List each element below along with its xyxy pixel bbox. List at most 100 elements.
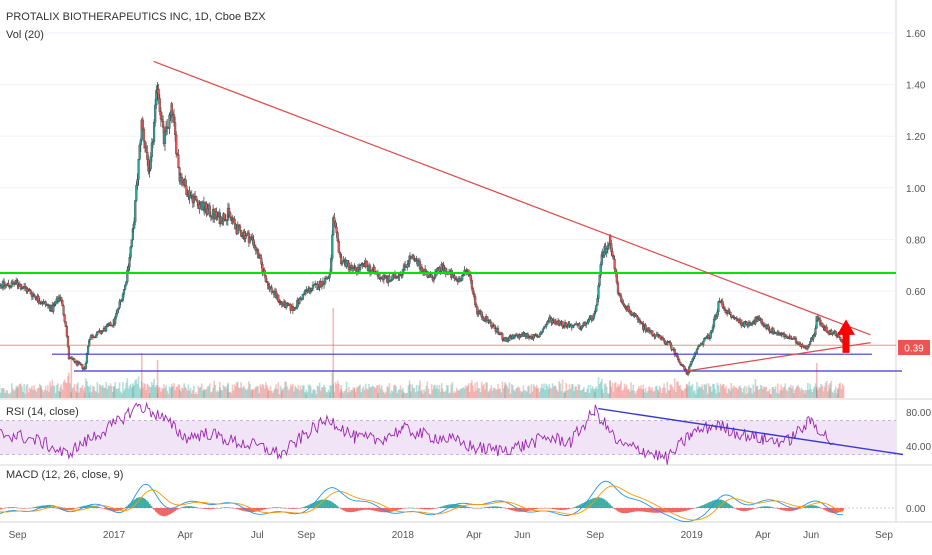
candle-body <box>768 326 770 329</box>
candle-body <box>562 321 564 327</box>
candle-body <box>143 129 145 141</box>
candle-body <box>145 148 147 153</box>
candle-body <box>144 141 146 147</box>
candle-body <box>158 89 160 98</box>
candle-body <box>439 267 441 271</box>
candle-body <box>246 234 248 236</box>
candle-body <box>684 366 686 370</box>
candle-body <box>579 324 581 329</box>
candle-body <box>841 340 843 342</box>
candle-body <box>497 328 499 332</box>
candle-body <box>489 321 491 322</box>
rsi-legend: RSI (14, close) <box>6 406 79 418</box>
candle-body <box>582 325 584 327</box>
candle-body <box>471 280 473 288</box>
candle-body <box>421 267 423 271</box>
candle-body <box>209 206 211 216</box>
time-tick-label: Apr <box>177 530 193 541</box>
candle-body <box>178 155 180 168</box>
candle-body <box>135 185 137 200</box>
candle-body <box>336 227 338 233</box>
candle-body <box>24 286 26 288</box>
candle-body <box>254 246 256 248</box>
candle-body <box>30 291 32 294</box>
candle-body <box>404 265 406 267</box>
candle-body <box>718 302 720 312</box>
candle-body <box>708 335 710 338</box>
candle-body <box>181 177 183 183</box>
candle-body <box>431 275 433 278</box>
candle-body <box>54 304 56 305</box>
candle-body <box>131 240 133 247</box>
candle-body <box>142 120 144 129</box>
macd-histogram-bar <box>123 508 125 509</box>
macd-histogram-bar <box>150 506 152 508</box>
candle-body <box>38 296 40 301</box>
candle-body <box>599 275 601 286</box>
candle-body <box>116 310 118 314</box>
price-tick-label: 1.60 <box>906 29 926 40</box>
candle-body <box>240 230 242 236</box>
candle-body <box>128 267 130 270</box>
candle-body <box>677 357 679 360</box>
time-tick-label: Jun <box>514 530 530 541</box>
candle-body <box>687 373 689 375</box>
candle-body <box>68 347 70 359</box>
price-badge-text: 0.39 <box>904 344 924 355</box>
candle-body <box>45 302 47 305</box>
candle-body <box>648 328 650 331</box>
candle-body <box>433 278 435 280</box>
time-tick-label: Jul <box>251 530 264 541</box>
candle-body <box>330 258 332 272</box>
candle-body <box>839 337 841 339</box>
candle-body <box>730 312 732 315</box>
candle-body <box>184 179 186 186</box>
candle-body <box>514 336 516 337</box>
candle-body <box>237 225 239 234</box>
candle-body <box>593 314 595 319</box>
candle-body <box>207 209 209 214</box>
candle-body <box>105 326 107 331</box>
candle-body <box>277 295 279 302</box>
time-tick-label: 2017 <box>103 530 126 541</box>
macd-legend: MACD (12, 26, close, 9) <box>6 469 123 481</box>
candle-body <box>815 328 817 334</box>
candle-body <box>630 311 632 314</box>
candle-body <box>339 252 341 254</box>
candle-body <box>193 198 195 203</box>
candle-body <box>669 342 671 345</box>
candle-body <box>809 342 811 345</box>
candle-body <box>331 235 333 259</box>
candle-body <box>442 264 444 266</box>
candle-body <box>161 119 163 121</box>
candle-body <box>64 315 66 322</box>
candle-body <box>586 322 588 324</box>
candle-body <box>790 336 792 339</box>
candle-body <box>637 317 639 320</box>
candle-body <box>826 327 828 332</box>
candle-body <box>530 336 532 338</box>
time-tick-label: 2018 <box>392 530 415 541</box>
candle-body <box>90 337 92 340</box>
candle-body <box>502 334 504 340</box>
candle-body <box>612 252 614 257</box>
time-tick-label: Apr <box>755 530 771 541</box>
candle-body <box>581 327 583 329</box>
candle-body <box>337 233 339 241</box>
candle-body <box>835 331 837 335</box>
candle-body <box>153 122 155 141</box>
candle-body <box>559 323 561 325</box>
candle-body <box>595 305 597 311</box>
candle-body <box>85 363 87 369</box>
candle-body <box>39 301 41 303</box>
candle-body <box>679 362 681 364</box>
candle-body <box>608 244 610 246</box>
candle-body <box>123 289 125 294</box>
candle-body <box>565 322 567 326</box>
candle-body <box>625 307 627 309</box>
candle-body <box>229 213 231 218</box>
candle-body <box>472 288 474 293</box>
candle-body <box>323 283 325 285</box>
candle-body <box>53 306 55 312</box>
